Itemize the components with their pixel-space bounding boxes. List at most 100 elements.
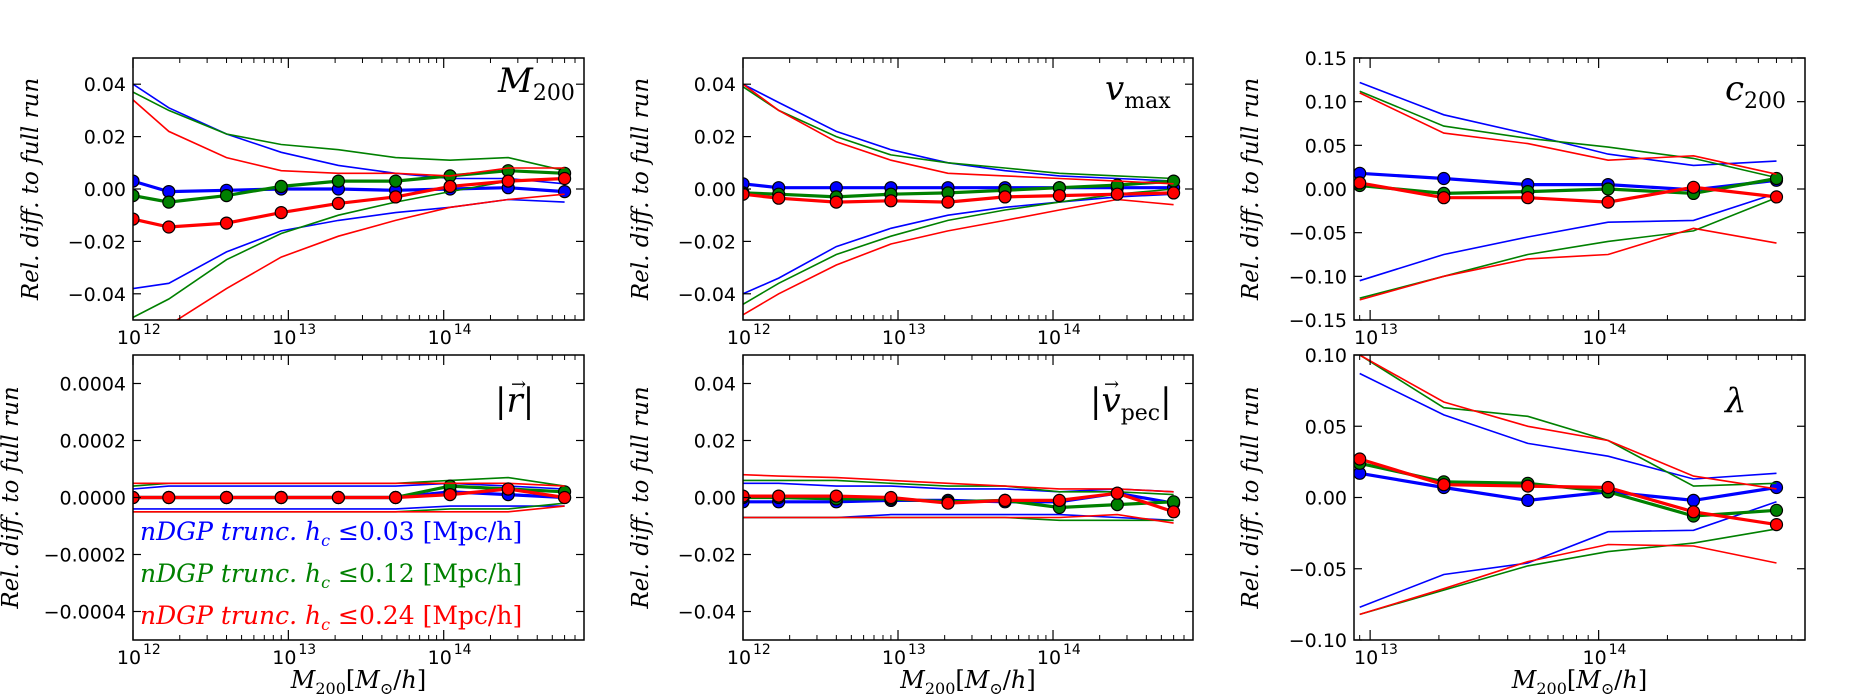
x-tick-exponent: 12 <box>143 322 161 338</box>
x-tick-label: 10 <box>1583 647 1607 669</box>
lower-bound-line <box>743 513 1174 524</box>
y-tick-label: −0.0002 <box>44 545 126 567</box>
x-axis-label: M200[M⊙/h] <box>1511 666 1647 698</box>
y-tick-label: 0.10 <box>1305 345 1347 367</box>
data-point <box>1769 190 1784 204</box>
legend-entry: nDGP trunc. hc ≤0.12 [Mpc/h] <box>140 559 522 592</box>
plot-area <box>743 473 1181 524</box>
data-point <box>1521 493 1535 507</box>
x-tick-label: 10 <box>1354 327 1378 349</box>
data-point <box>1686 505 1701 519</box>
x-tick-exponent: 14 <box>1609 642 1627 658</box>
data-point <box>331 490 345 505</box>
legend: nDGP trunc. hc ≤0.03 [Mpc/h] nDGP trunc. … <box>140 517 522 634</box>
y-tick-label: 0.04 <box>694 74 736 96</box>
y-tick-label: −0.15 <box>1289 310 1347 332</box>
y-tick-label: 0.00 <box>84 179 126 201</box>
data-point <box>1166 186 1181 200</box>
data-point <box>389 490 403 505</box>
upper-bound-line <box>133 91 565 172</box>
plot-area <box>133 476 572 513</box>
data-point <box>219 216 234 230</box>
lower-bound-line <box>1359 501 1777 608</box>
panel-label: M200 <box>497 61 575 106</box>
x-tick-exponent: 13 <box>1380 642 1398 658</box>
y-tick-label: 0.02 <box>694 127 736 149</box>
data-point <box>829 195 843 209</box>
x-tick-label: 10 <box>727 647 751 669</box>
x-tick-exponent: 14 <box>454 642 472 658</box>
y-tick-label: −0.02 <box>678 231 736 253</box>
data-point <box>884 490 898 505</box>
data-point <box>1769 517 1784 532</box>
legend-entry: nDGP trunc. hc ≤0.24 [Mpc/h] <box>140 601 522 634</box>
y-axis-label: Rel. diff. to full run <box>628 78 654 301</box>
lower-bound-line <box>743 198 1174 316</box>
data-point <box>1601 182 1615 196</box>
upper-bound-line <box>1359 90 1777 179</box>
mean-line <box>1359 457 1777 527</box>
upper-bound-line <box>1359 355 1777 490</box>
data-point <box>1052 189 1067 203</box>
y-axis-label: Rel. diff. to full run <box>1238 78 1264 301</box>
data-point <box>557 171 572 186</box>
y-tick-label: 0.00 <box>694 179 736 201</box>
data-point <box>162 220 176 234</box>
y-tick-label: −0.04 <box>678 284 736 306</box>
vector-arrow: → <box>511 374 526 395</box>
upper-bound-line <box>743 86 1174 180</box>
x-tick-label: 10 <box>117 647 141 669</box>
lower-bound-line <box>1359 543 1777 616</box>
series-2 <box>743 473 1181 524</box>
data-point <box>1686 493 1701 507</box>
data-point <box>941 496 955 510</box>
data-point <box>998 493 1012 507</box>
y-tick-label: −0.0004 <box>44 602 126 624</box>
y-tick-label: −0.10 <box>1289 266 1347 288</box>
y-tick-label: −0.05 <box>1289 559 1347 581</box>
upper-bound-line <box>133 482 565 487</box>
x-tick-exponent: 14 <box>454 322 472 338</box>
data-point <box>274 206 288 220</box>
lower-bound-line <box>133 505 565 510</box>
plot-area <box>133 83 572 320</box>
y-tick-label: 0.00 <box>694 488 736 510</box>
data-point <box>389 174 403 188</box>
y-tick-label: 0.10 <box>1305 92 1347 114</box>
x-tick-label: 10 <box>272 327 296 349</box>
y-tick-label: −0.02 <box>68 231 126 253</box>
data-point <box>743 187 750 201</box>
data-point <box>1769 171 1784 186</box>
data-point <box>162 490 176 505</box>
upper-bound-line <box>743 473 1174 493</box>
data-point <box>501 482 515 496</box>
lower-bound-line <box>1359 528 1777 616</box>
x-tick-exponent: 13 <box>298 322 316 338</box>
x-tick-exponent: 14 <box>1063 322 1081 338</box>
x-tick-label: 10 <box>1037 327 1061 349</box>
data-point <box>501 174 515 188</box>
data-point <box>743 489 750 503</box>
mean-line <box>1359 176 1777 196</box>
y-tick-label: 0.0004 <box>60 374 126 396</box>
lower-bound-line <box>743 193 1174 295</box>
series-0 <box>1354 372 1784 608</box>
x-tick-exponent: 12 <box>753 322 771 338</box>
y-tick-label: 0.02 <box>84 127 126 149</box>
data-point <box>1437 171 1451 186</box>
panel-label: |r| <box>495 381 534 421</box>
y-tick-label: 0.0000 <box>60 488 126 510</box>
series-2 <box>1354 92 1784 301</box>
data-point <box>557 185 572 199</box>
upper-bound-line <box>1359 355 1777 487</box>
data-point <box>1110 187 1124 201</box>
lower-bound-line <box>1359 227 1777 301</box>
data-point <box>557 490 572 505</box>
data-point <box>274 490 288 505</box>
data-point <box>1110 498 1124 512</box>
data-point <box>772 191 786 205</box>
plot-area <box>1354 81 1784 301</box>
data-point <box>331 196 345 210</box>
